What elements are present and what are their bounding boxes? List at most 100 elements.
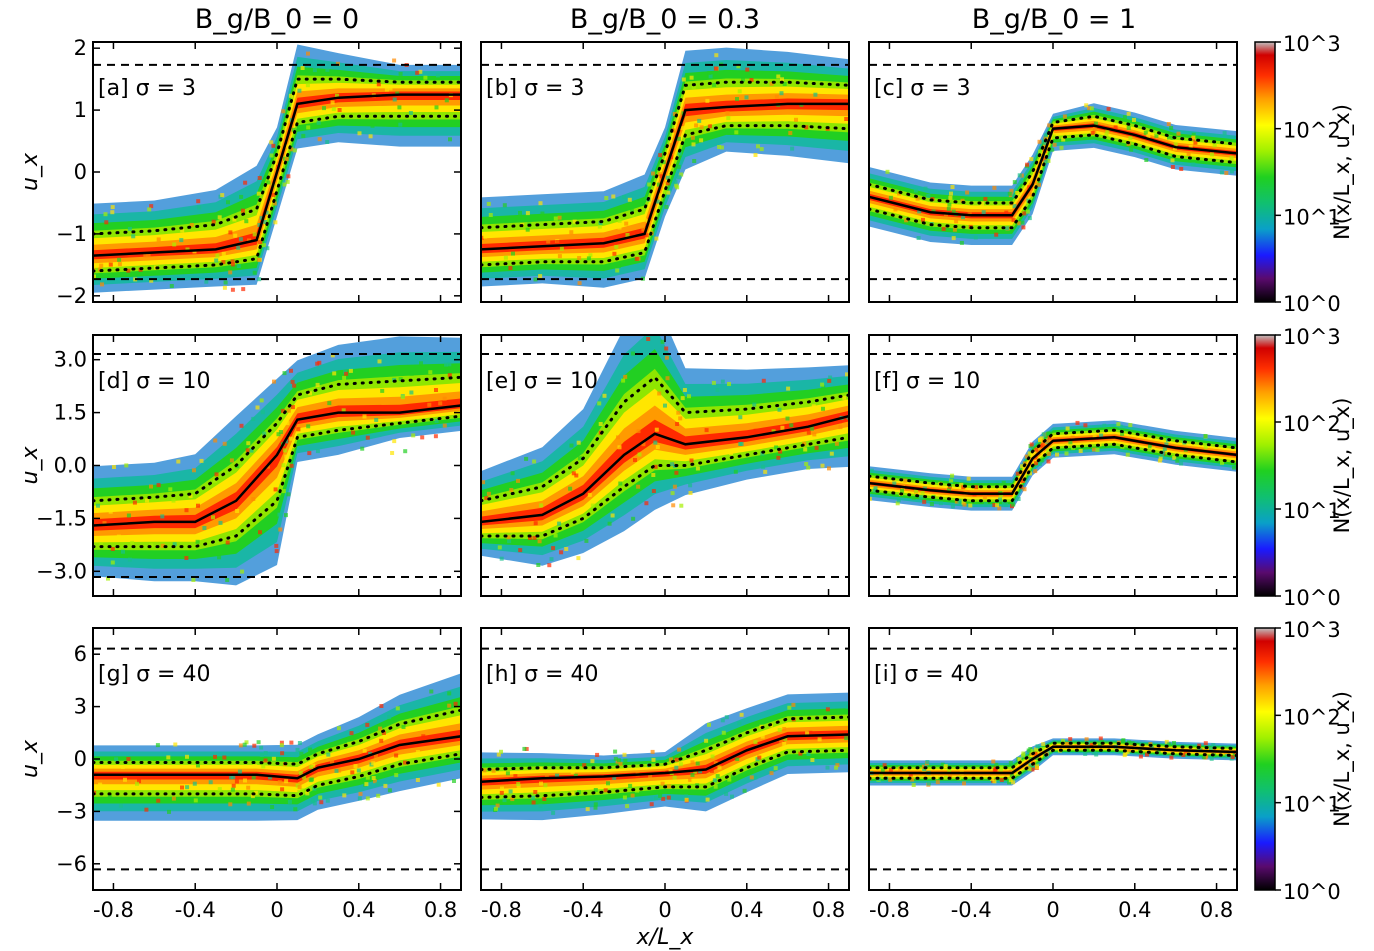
- density-speck: [547, 563, 552, 568]
- density-speck: [618, 761, 623, 766]
- density-speck: [646, 337, 651, 341]
- density-speck: [590, 503, 595, 508]
- density-speck: [995, 503, 999, 508]
- density-speck: [409, 371, 414, 376]
- density-speck: [156, 798, 161, 803]
- density-speck: [1021, 751, 1026, 756]
- density-speck: [1191, 132, 1196, 137]
- density-speck: [582, 763, 587, 768]
- density-speck: [390, 451, 395, 455]
- density-speck: [1123, 751, 1128, 756]
- density-speck: [266, 180, 271, 185]
- density-speck: [949, 478, 954, 483]
- density-speck: [271, 756, 276, 761]
- density-speck: [992, 779, 997, 784]
- density-speck: [825, 707, 830, 712]
- colorbar-tick-label: 10^2: [1283, 412, 1341, 436]
- density-speck: [228, 802, 233, 807]
- density-speck: [442, 423, 447, 428]
- density-speck: [1129, 147, 1134, 152]
- density-speck: [326, 752, 331, 757]
- density-speck: [1043, 135, 1048, 140]
- density-speck: [951, 209, 956, 214]
- density-speck: [681, 77, 686, 82]
- density-speck: [284, 157, 289, 162]
- density-speck: [798, 751, 803, 756]
- density-speck: [202, 526, 207, 530]
- density-speck: [388, 86, 393, 91]
- density-speck: [651, 171, 656, 176]
- density-speck: [1034, 756, 1039, 760]
- density-speck: [486, 201, 491, 206]
- density-speck: [804, 462, 809, 466]
- density-speck: [130, 540, 135, 545]
- density-speck: [1037, 139, 1042, 144]
- y-tick-label: 1.5: [54, 401, 87, 425]
- density-speck: [602, 393, 607, 398]
- x-tick-label: 0.8: [812, 898, 845, 922]
- x-tick-label: -0.4: [175, 898, 216, 922]
- density-speck: [845, 372, 849, 377]
- density-speck: [263, 758, 268, 763]
- density-speck: [229, 775, 234, 780]
- density-speck: [100, 282, 104, 287]
- density-speck: [447, 362, 452, 367]
- density-speck: [453, 701, 458, 706]
- density-speck: [330, 759, 334, 764]
- density-speck: [1015, 471, 1020, 476]
- density-speck: [1012, 180, 1017, 185]
- heatmap-density: [869, 63, 1237, 281]
- density-speck: [573, 773, 578, 778]
- density-speck: [193, 798, 198, 803]
- density-speck: [1009, 766, 1014, 771]
- heatmap-density: [93, 336, 461, 586]
- density-speck: [264, 210, 269, 215]
- density-speck: [365, 435, 370, 440]
- density-speck: [318, 795, 323, 800]
- density-speck: [570, 769, 575, 774]
- density-speck: [344, 371, 349, 376]
- density-speck: [365, 722, 370, 727]
- density-speck: [584, 538, 589, 543]
- colorbar-label: N(x/L_x, u_x): [1330, 691, 1355, 827]
- density-speck: [1128, 136, 1133, 141]
- density-speck: [679, 126, 684, 130]
- density-speck: [507, 539, 512, 544]
- heatmap-density: [93, 647, 461, 871]
- density-speck: [171, 498, 176, 503]
- density-speck: [651, 473, 656, 477]
- density-speck: [1169, 755, 1174, 760]
- density-speck: [684, 794, 689, 799]
- density-speck: [670, 462, 675, 467]
- density-speck: [1130, 741, 1135, 746]
- density-speck: [844, 736, 849, 741]
- density-speck: [735, 729, 740, 734]
- density-speck: [598, 422, 603, 426]
- density-speck: [305, 83, 310, 88]
- density-speck: [782, 741, 787, 746]
- density-speck: [1201, 755, 1206, 760]
- density-speck: [229, 535, 234, 540]
- density-speck: [720, 379, 725, 384]
- density-speck: [244, 740, 249, 745]
- y-tick-label: 3: [74, 695, 87, 719]
- density-speck: [225, 578, 230, 582]
- density-speck: [783, 737, 788, 742]
- density-speck: [658, 193, 663, 198]
- density-speck: [834, 765, 839, 770]
- density-speck: [1047, 123, 1052, 128]
- density-speck: [251, 775, 256, 780]
- density-speck: [707, 71, 712, 75]
- density-speck: [335, 61, 340, 66]
- density-speck: [1125, 750, 1130, 755]
- density-speck: [780, 425, 785, 430]
- density-speck: [272, 379, 276, 384]
- density-speck: [688, 491, 693, 495]
- density-speck: [1149, 745, 1154, 750]
- density-speck: [322, 106, 326, 111]
- colorbar-gradient: [1254, 334, 1276, 597]
- colorbars: 10^010^110^210^3N(x/L_x, u_x)10^010^110^…: [1254, 32, 1355, 904]
- density-speck: [257, 277, 262, 282]
- density-speck: [1046, 158, 1051, 163]
- density-speck: [1011, 218, 1016, 223]
